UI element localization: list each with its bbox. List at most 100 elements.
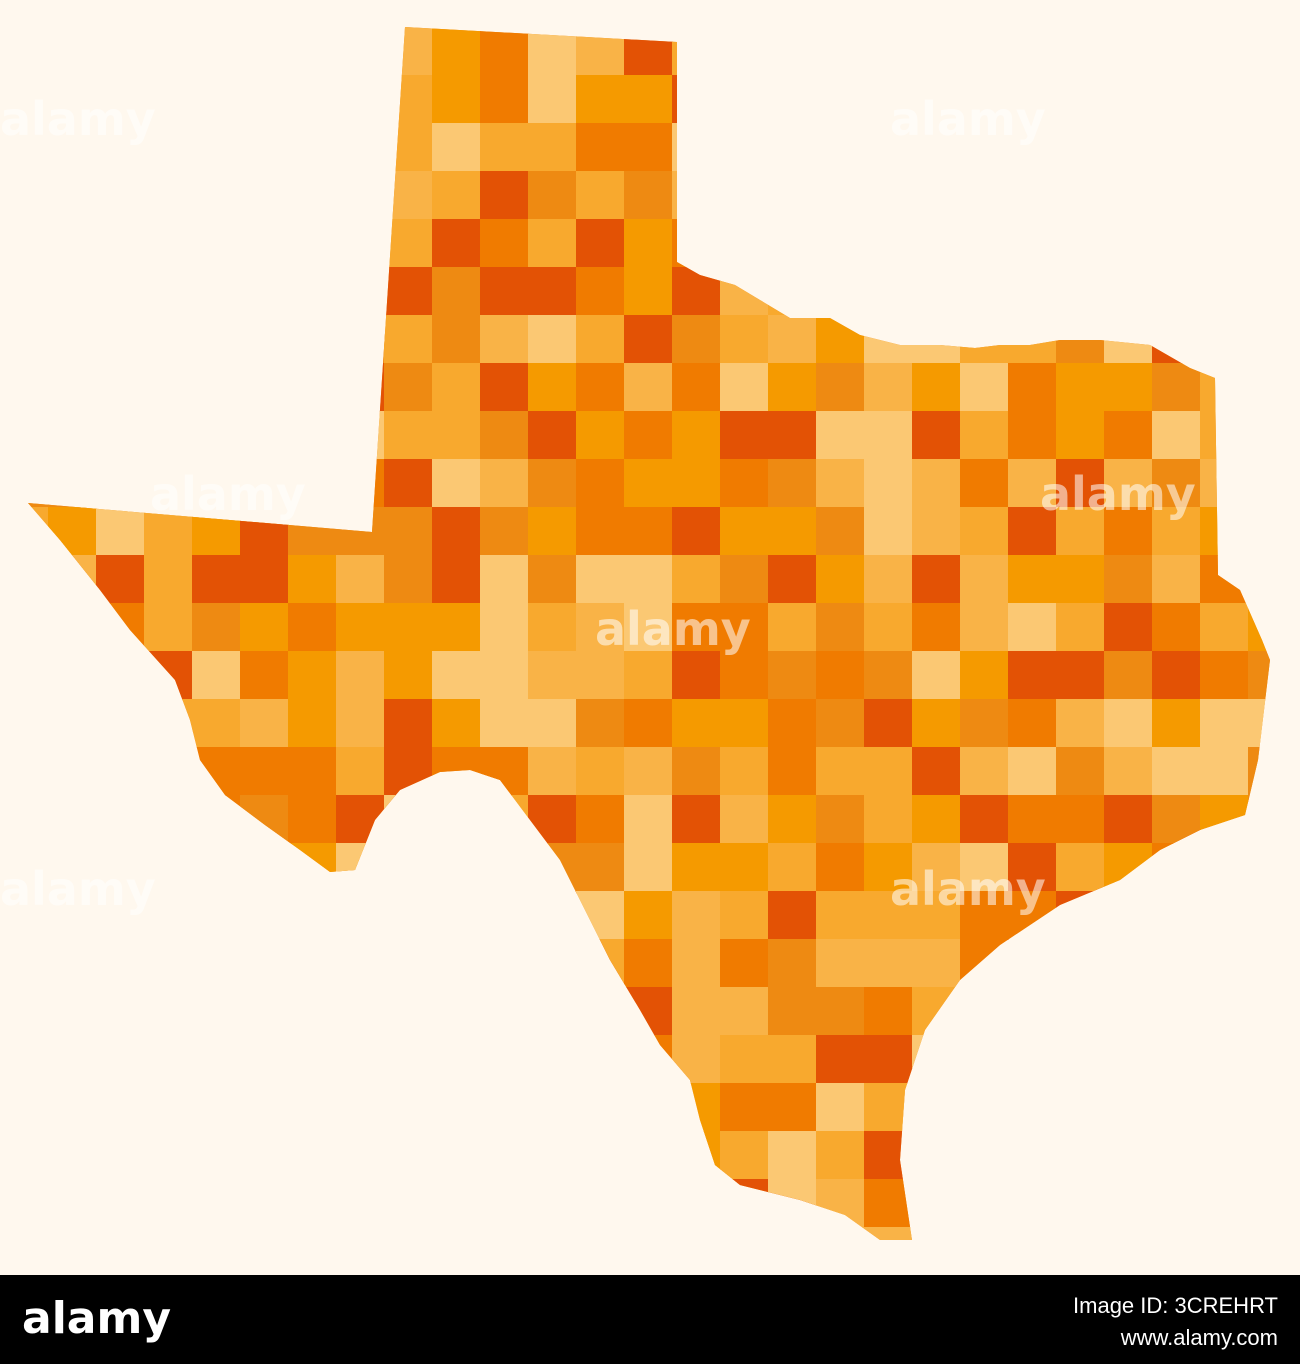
county xyxy=(768,27,817,76)
county xyxy=(480,507,529,556)
county xyxy=(384,603,433,652)
county xyxy=(28,939,49,988)
county xyxy=(1056,939,1153,988)
county xyxy=(336,1179,433,1228)
county xyxy=(528,75,577,124)
county xyxy=(144,411,193,460)
county xyxy=(912,1179,961,1228)
county xyxy=(768,363,817,412)
county xyxy=(1008,939,1105,988)
county xyxy=(96,987,193,1036)
county xyxy=(624,747,673,796)
county xyxy=(28,1179,97,1228)
county xyxy=(672,27,721,76)
county xyxy=(288,747,337,796)
county xyxy=(672,651,721,700)
county xyxy=(1008,795,1057,844)
county xyxy=(528,1227,577,1240)
county xyxy=(864,171,913,220)
county xyxy=(816,171,865,220)
county xyxy=(1008,1179,1105,1228)
county xyxy=(1152,1131,1201,1180)
county xyxy=(624,843,673,892)
county xyxy=(192,747,241,796)
footer-bar: alamy Image ID: 3CREHRT www.alamy.com xyxy=(0,1275,1300,1364)
watermark: alamy xyxy=(890,92,1046,146)
county xyxy=(816,603,865,652)
county xyxy=(480,1179,529,1228)
county xyxy=(960,1035,1057,1084)
county xyxy=(1056,267,1105,316)
county xyxy=(1296,27,1300,76)
county xyxy=(432,843,481,892)
county xyxy=(1248,795,1270,844)
county xyxy=(912,1035,1009,1084)
county xyxy=(480,459,529,508)
county xyxy=(1056,1083,1105,1132)
county xyxy=(432,939,481,988)
county xyxy=(912,411,961,460)
county xyxy=(1296,795,1300,844)
county xyxy=(1296,267,1300,316)
county xyxy=(576,315,625,364)
county xyxy=(1104,363,1153,412)
county xyxy=(144,555,193,604)
county xyxy=(672,843,721,892)
county xyxy=(240,123,289,172)
county xyxy=(384,843,481,892)
county xyxy=(576,267,625,316)
county xyxy=(144,219,193,268)
county xyxy=(624,267,673,316)
county xyxy=(864,891,913,940)
footer-url: www.alamy.com xyxy=(1120,1325,1278,1350)
county xyxy=(816,507,865,556)
county xyxy=(336,843,433,892)
county xyxy=(192,1083,289,1132)
county xyxy=(384,123,433,172)
county xyxy=(288,219,337,268)
county xyxy=(240,267,289,316)
county xyxy=(1296,603,1300,652)
county xyxy=(576,747,625,796)
county xyxy=(1248,987,1270,1036)
county xyxy=(672,411,721,460)
county xyxy=(672,75,721,124)
county xyxy=(28,363,49,412)
county xyxy=(1152,555,1201,604)
county xyxy=(624,1179,673,1228)
county xyxy=(816,1179,865,1228)
watermark: alamy xyxy=(0,92,156,146)
county xyxy=(48,411,97,460)
county xyxy=(96,1083,193,1132)
county xyxy=(672,219,721,268)
county xyxy=(336,363,385,412)
county xyxy=(1152,1083,1249,1132)
county xyxy=(1296,987,1300,1036)
county xyxy=(672,459,721,508)
county xyxy=(528,219,577,268)
county xyxy=(336,891,385,940)
county xyxy=(816,555,865,604)
county xyxy=(432,363,481,412)
county xyxy=(336,555,385,604)
county xyxy=(1296,1131,1300,1180)
county xyxy=(1056,411,1105,460)
county xyxy=(336,747,385,796)
county xyxy=(912,1131,961,1180)
county xyxy=(48,987,97,1036)
county xyxy=(672,363,721,412)
county xyxy=(1152,795,1201,844)
county xyxy=(1056,1131,1153,1180)
county xyxy=(192,267,241,316)
county xyxy=(720,411,769,460)
watermarks: alamy alamy alamy alamy alamy alamy alam… xyxy=(0,92,1196,916)
county xyxy=(768,795,817,844)
county xyxy=(672,171,721,220)
county xyxy=(1200,411,1249,460)
county xyxy=(1152,123,1201,172)
county xyxy=(336,1131,433,1180)
county xyxy=(960,1179,1057,1228)
county xyxy=(1056,603,1105,652)
county xyxy=(240,1179,289,1228)
county xyxy=(528,1131,625,1180)
